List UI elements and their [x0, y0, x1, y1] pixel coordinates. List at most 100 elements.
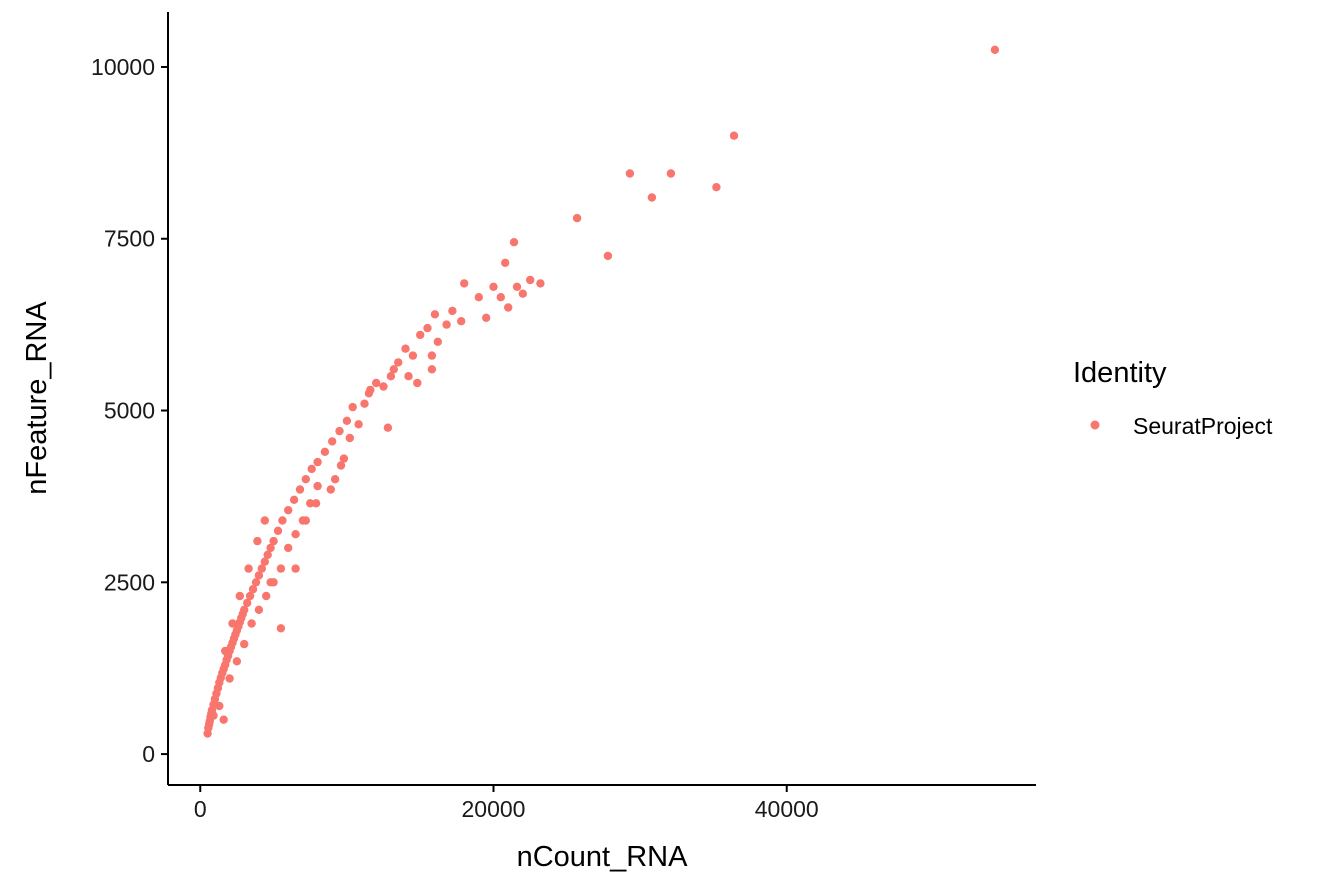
data-point — [572, 213, 582, 223]
data-point — [260, 557, 269, 566]
data-point — [248, 585, 258, 594]
x-ticks: 0 20000 40000 — [194, 785, 819, 822]
data-point — [386, 372, 396, 381]
data-point — [221, 646, 230, 656]
data-point — [295, 485, 305, 494]
data-point — [313, 457, 322, 467]
data-point — [625, 169, 635, 178]
data-point — [408, 351, 418, 360]
data-point — [240, 605, 249, 614]
data-point — [328, 437, 337, 446]
data-point — [430, 310, 440, 319]
data-point — [647, 193, 657, 202]
legend: Identity SeuratProject — [1073, 357, 1273, 439]
data-point — [235, 591, 244, 601]
data-point — [501, 258, 510, 267]
data-point — [301, 475, 310, 484]
data-point — [354, 420, 363, 429]
data-point — [526, 275, 535, 285]
data-point — [336, 461, 346, 470]
legend-key-seuratproject — [1090, 420, 1100, 430]
data-point — [266, 578, 275, 587]
data-point — [518, 289, 527, 298]
data-point — [389, 365, 398, 374]
data-point — [263, 550, 272, 559]
points-layer — [203, 45, 1000, 738]
data-point — [320, 447, 330, 456]
data-point — [251, 578, 261, 587]
data-point — [383, 423, 393, 432]
data-point — [372, 378, 381, 388]
data-point — [360, 399, 369, 408]
data-point — [278, 516, 287, 525]
data-point — [245, 591, 255, 601]
data-point — [433, 337, 442, 346]
data-point — [712, 183, 721, 192]
data-point — [307, 464, 316, 474]
y-tick-label: 2500 — [104, 569, 155, 595]
data-point — [413, 378, 422, 388]
y-tick-label: 7500 — [104, 226, 155, 252]
data-point — [509, 238, 519, 247]
data-point — [401, 344, 410, 353]
data-point — [474, 293, 483, 302]
data-point — [209, 711, 218, 720]
y-tick-label: 0 — [142, 741, 155, 767]
data-point — [254, 571, 264, 580]
data-point — [289, 495, 299, 504]
data-point — [460, 279, 469, 288]
y-tick-label: 5000 — [104, 398, 155, 424]
data-point — [228, 619, 237, 628]
data-point — [666, 169, 676, 178]
data-point — [254, 605, 264, 614]
data-point — [512, 282, 522, 291]
legend-label-seuratproject: SeuratProject — [1133, 413, 1273, 439]
data-point — [276, 624, 286, 633]
x-tick-label: 0 — [194, 796, 207, 822]
data-point — [448, 306, 457, 316]
data-point — [232, 657, 242, 666]
data-point — [335, 426, 344, 436]
data-point — [427, 365, 437, 374]
data-point — [536, 279, 545, 288]
data-point — [326, 485, 335, 494]
data-point — [266, 543, 275, 553]
y-axis-title: nFeature_RNA — [21, 301, 53, 495]
data-point — [306, 499, 315, 508]
data-point — [729, 131, 739, 140]
data-point — [253, 536, 262, 546]
data-point — [496, 293, 505, 302]
data-point — [330, 475, 340, 484]
data-point — [273, 526, 283, 535]
data-point — [257, 564, 266, 573]
data-point — [247, 619, 256, 628]
data-point — [404, 372, 413, 381]
data-point — [301, 516, 310, 525]
data-point — [269, 536, 278, 546]
data-point — [482, 313, 491, 322]
data-point — [276, 564, 286, 573]
data-point — [339, 454, 349, 463]
data-point — [291, 530, 300, 539]
data-point — [345, 433, 354, 443]
data-point — [379, 382, 388, 391]
data-point — [427, 351, 437, 360]
data-point — [225, 674, 234, 683]
data-point — [215, 701, 224, 711]
data-point — [243, 598, 252, 608]
x-axis-title: nCount_RNA — [517, 841, 689, 873]
data-point — [284, 506, 293, 515]
data-point — [416, 330, 425, 340]
data-point — [603, 251, 613, 261]
data-point — [342, 416, 352, 425]
data-point — [990, 45, 1000, 54]
data-point — [348, 402, 357, 412]
data-point — [364, 389, 374, 398]
data-point — [244, 564, 253, 573]
x-tick-label: 20000 — [462, 796, 526, 822]
data-point — [311, 499, 321, 508]
data-point — [262, 591, 271, 601]
data-point — [284, 543, 293, 553]
data-point — [313, 481, 322, 491]
